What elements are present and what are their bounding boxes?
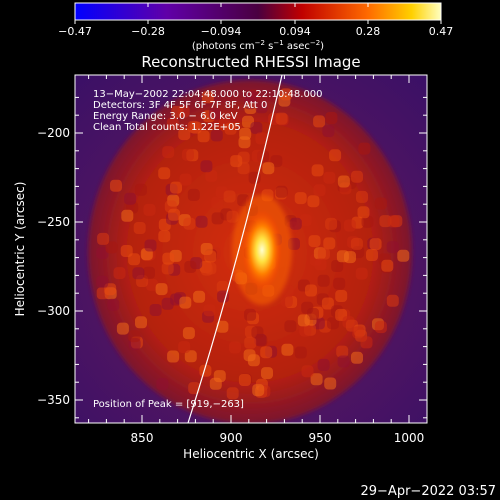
peak-position-label: Position of Peak = [919,−263] xyxy=(93,399,244,410)
y-tick-label: −250 xyxy=(37,215,70,229)
y-tick-label: −350 xyxy=(37,393,70,407)
colorbar-tick-label: −0.094 xyxy=(201,25,242,38)
x-axis-title: Heliocentric X (arcsec) xyxy=(183,447,319,461)
colorbar-tick-marks xyxy=(74,3,442,24)
plot-frame xyxy=(74,74,428,424)
x-tick-label: 850 xyxy=(131,431,154,445)
axis-tick-marks xyxy=(75,75,427,423)
colorbar-tick-label: −0.47 xyxy=(58,25,92,38)
info-line: 13−May−2002 22:04:48.000 to 22:10:48.000 xyxy=(93,89,323,100)
y-tick-label: −200 xyxy=(37,126,70,140)
solar-image xyxy=(75,75,427,423)
info-line: Energy Range: 3.0 − 6.0 keV xyxy=(93,111,238,122)
y-tick-label: −300 xyxy=(37,304,70,318)
colorbar-tick-label: 0.47 xyxy=(429,25,454,38)
x-tick-label: 900 xyxy=(220,431,243,445)
x-tick-label: 950 xyxy=(309,431,332,445)
solar-limb-line xyxy=(187,75,283,423)
x-tick-label: 1000 xyxy=(394,431,425,445)
colorbar-tick-label: 0.28 xyxy=(356,25,381,38)
colorbar: −0.47 −0.28 −0.094 0.094 0.28 0.47 (phot… xyxy=(58,2,454,52)
colorbar-tick-label: −0.28 xyxy=(131,25,165,38)
image-texture xyxy=(96,88,410,400)
footer-timestamp: 29−Apr−2022 03:57 xyxy=(361,484,497,499)
emission-peak xyxy=(242,210,282,290)
colorbar-tick-label: 0.094 xyxy=(279,25,311,38)
info-line: Clean Total counts: 1.22E+05 xyxy=(93,122,241,133)
y-axis-title: Heliocentric Y (arcsec) xyxy=(13,182,27,317)
plot-title: Reconstructed RHESSI Image xyxy=(141,53,360,71)
colorbar-gradient xyxy=(74,2,442,21)
colorbar-units-label: (photons cm−2 s−1 asec−2) xyxy=(192,39,324,52)
info-line: Detectors: 3F 4F 5F 6F 7F 8F, Att 0 xyxy=(93,100,267,111)
